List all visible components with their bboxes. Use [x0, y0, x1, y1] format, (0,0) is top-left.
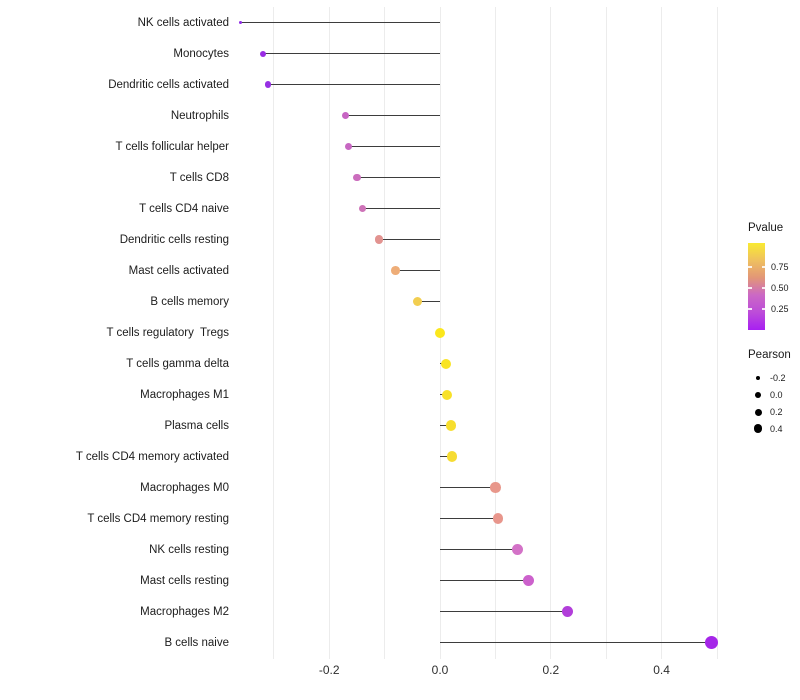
pvalue-colorbar [748, 243, 765, 330]
y-axis-label: Macrophages M2 [140, 605, 229, 618]
lollipop-stem [440, 424, 452, 427]
y-axis-label: T cells gamma delta [126, 357, 229, 370]
pearson-legend-dot [755, 392, 761, 398]
lollipop-stem [440, 517, 499, 520]
y-axis-label: T cells CD8 [169, 171, 229, 184]
data-point [435, 327, 445, 338]
y-axis-label: T cells CD4 naive [139, 202, 229, 215]
y-axis-label: T cells follicular helper [115, 140, 229, 153]
data-point [490, 482, 501, 493]
data-point [492, 513, 504, 524]
y-axis-label: Macrophages M0 [140, 481, 229, 494]
data-point [238, 20, 243, 25]
data-point [512, 544, 523, 555]
y-axis-label: Dendritic cells activated [108, 78, 229, 91]
data-point [265, 81, 272, 88]
data-point [391, 266, 400, 275]
y-axis-label: Dendritic cells resting [119, 233, 229, 246]
y-axis-label: T cells CD4 memory activated [75, 450, 229, 463]
pearson-legend-dot [754, 408, 762, 416]
lollipop-stem [348, 145, 440, 148]
pearson-legend-dot [753, 424, 763, 433]
y-axis-label: Monocytes [173, 47, 229, 60]
pearson-legend-label: -0.2 [770, 373, 786, 383]
lollipop-stem [356, 176, 440, 179]
y-axis-label: Mast cells activated [128, 264, 229, 277]
y-axis-label: B cells naive [164, 636, 229, 649]
data-point [446, 420, 457, 431]
lollipop-stem [440, 455, 453, 458]
pearson-legend-dot [755, 375, 761, 381]
pearson-legend-label: 0.0 [770, 390, 783, 400]
y-axis-label: Mast cells resting [140, 574, 229, 587]
data-point [358, 204, 367, 213]
pvalue-tick-mark [761, 308, 765, 310]
lollipop-stem [440, 486, 496, 489]
x-tick-label: 0.4 [653, 663, 670, 677]
y-axis-label: T cells regulatory Tregs [106, 326, 229, 339]
pvalue-tick-label: 0.25 [771, 304, 789, 314]
pvalue-tick-mark [748, 287, 752, 289]
pearson-legend-title: Pearson [748, 349, 791, 361]
data-point [413, 297, 423, 306]
lollipop-stem [268, 83, 440, 86]
x-tick-label: -0.2 [318, 663, 340, 677]
data-point [440, 358, 451, 369]
data-point [259, 50, 266, 57]
pvalue-tick-label: 0.75 [771, 262, 789, 272]
lollipop-stem [440, 579, 529, 582]
lollipop-stem [440, 548, 518, 551]
pvalue-tick-mark [761, 266, 765, 268]
y-axis-label: Macrophages M1 [140, 388, 229, 401]
lollipop-stem [345, 114, 440, 117]
data-point [447, 451, 458, 462]
gridline-x--0.2 [328, 7, 330, 659]
gridline-x-0.2 [550, 7, 552, 659]
gridline-x--0.1 [384, 7, 386, 659]
y-axis-label: B cells memory [150, 295, 229, 308]
pvalue-tick-label: 0.50 [771, 283, 789, 293]
pearson-legend-label: 0.2 [770, 407, 783, 417]
y-axis-label: NK cells activated [137, 16, 229, 29]
x-tick-label: 0.0 [431, 663, 449, 677]
lollipop-stem [240, 21, 440, 24]
lollipop-stem [379, 238, 440, 241]
pvalue-legend-title: Pvalue [748, 222, 784, 234]
data-point [344, 142, 353, 151]
gridline-x--0.3 [273, 7, 275, 659]
x-tick-label: 0.2 [542, 663, 560, 677]
gridline-x-0.3 [605, 7, 607, 659]
gridline-x-0.1 [494, 7, 496, 659]
gridline-x-0.4 [661, 7, 663, 659]
lollipop-stem [362, 207, 440, 210]
data-point [561, 605, 574, 618]
data-point [442, 389, 453, 400]
y-axis-label: T cells CD4 memory resting [87, 512, 229, 525]
pearson-legend-label: 0.4 [770, 423, 783, 434]
lollipop-stem [417, 300, 440, 303]
pvalue-tick-mark [748, 266, 752, 268]
lollipop-stem [440, 641, 712, 644]
data-point [353, 173, 361, 182]
data-point [374, 235, 384, 244]
gridline-x-0.5 [716, 7, 718, 659]
data-point [704, 636, 718, 649]
lollipop-stem [395, 269, 440, 272]
y-axis-label: NK cells resting [149, 543, 229, 556]
y-axis-label: Neutrophils [170, 109, 229, 122]
pvalue-tick-mark [748, 308, 752, 310]
lollipop-stem [262, 52, 440, 55]
pvalue-tick-mark [761, 287, 765, 289]
data-point [342, 111, 350, 120]
lollipop-stem [440, 610, 568, 613]
y-axis-label: Plasma cells [164, 419, 229, 432]
data-point [523, 574, 535, 587]
